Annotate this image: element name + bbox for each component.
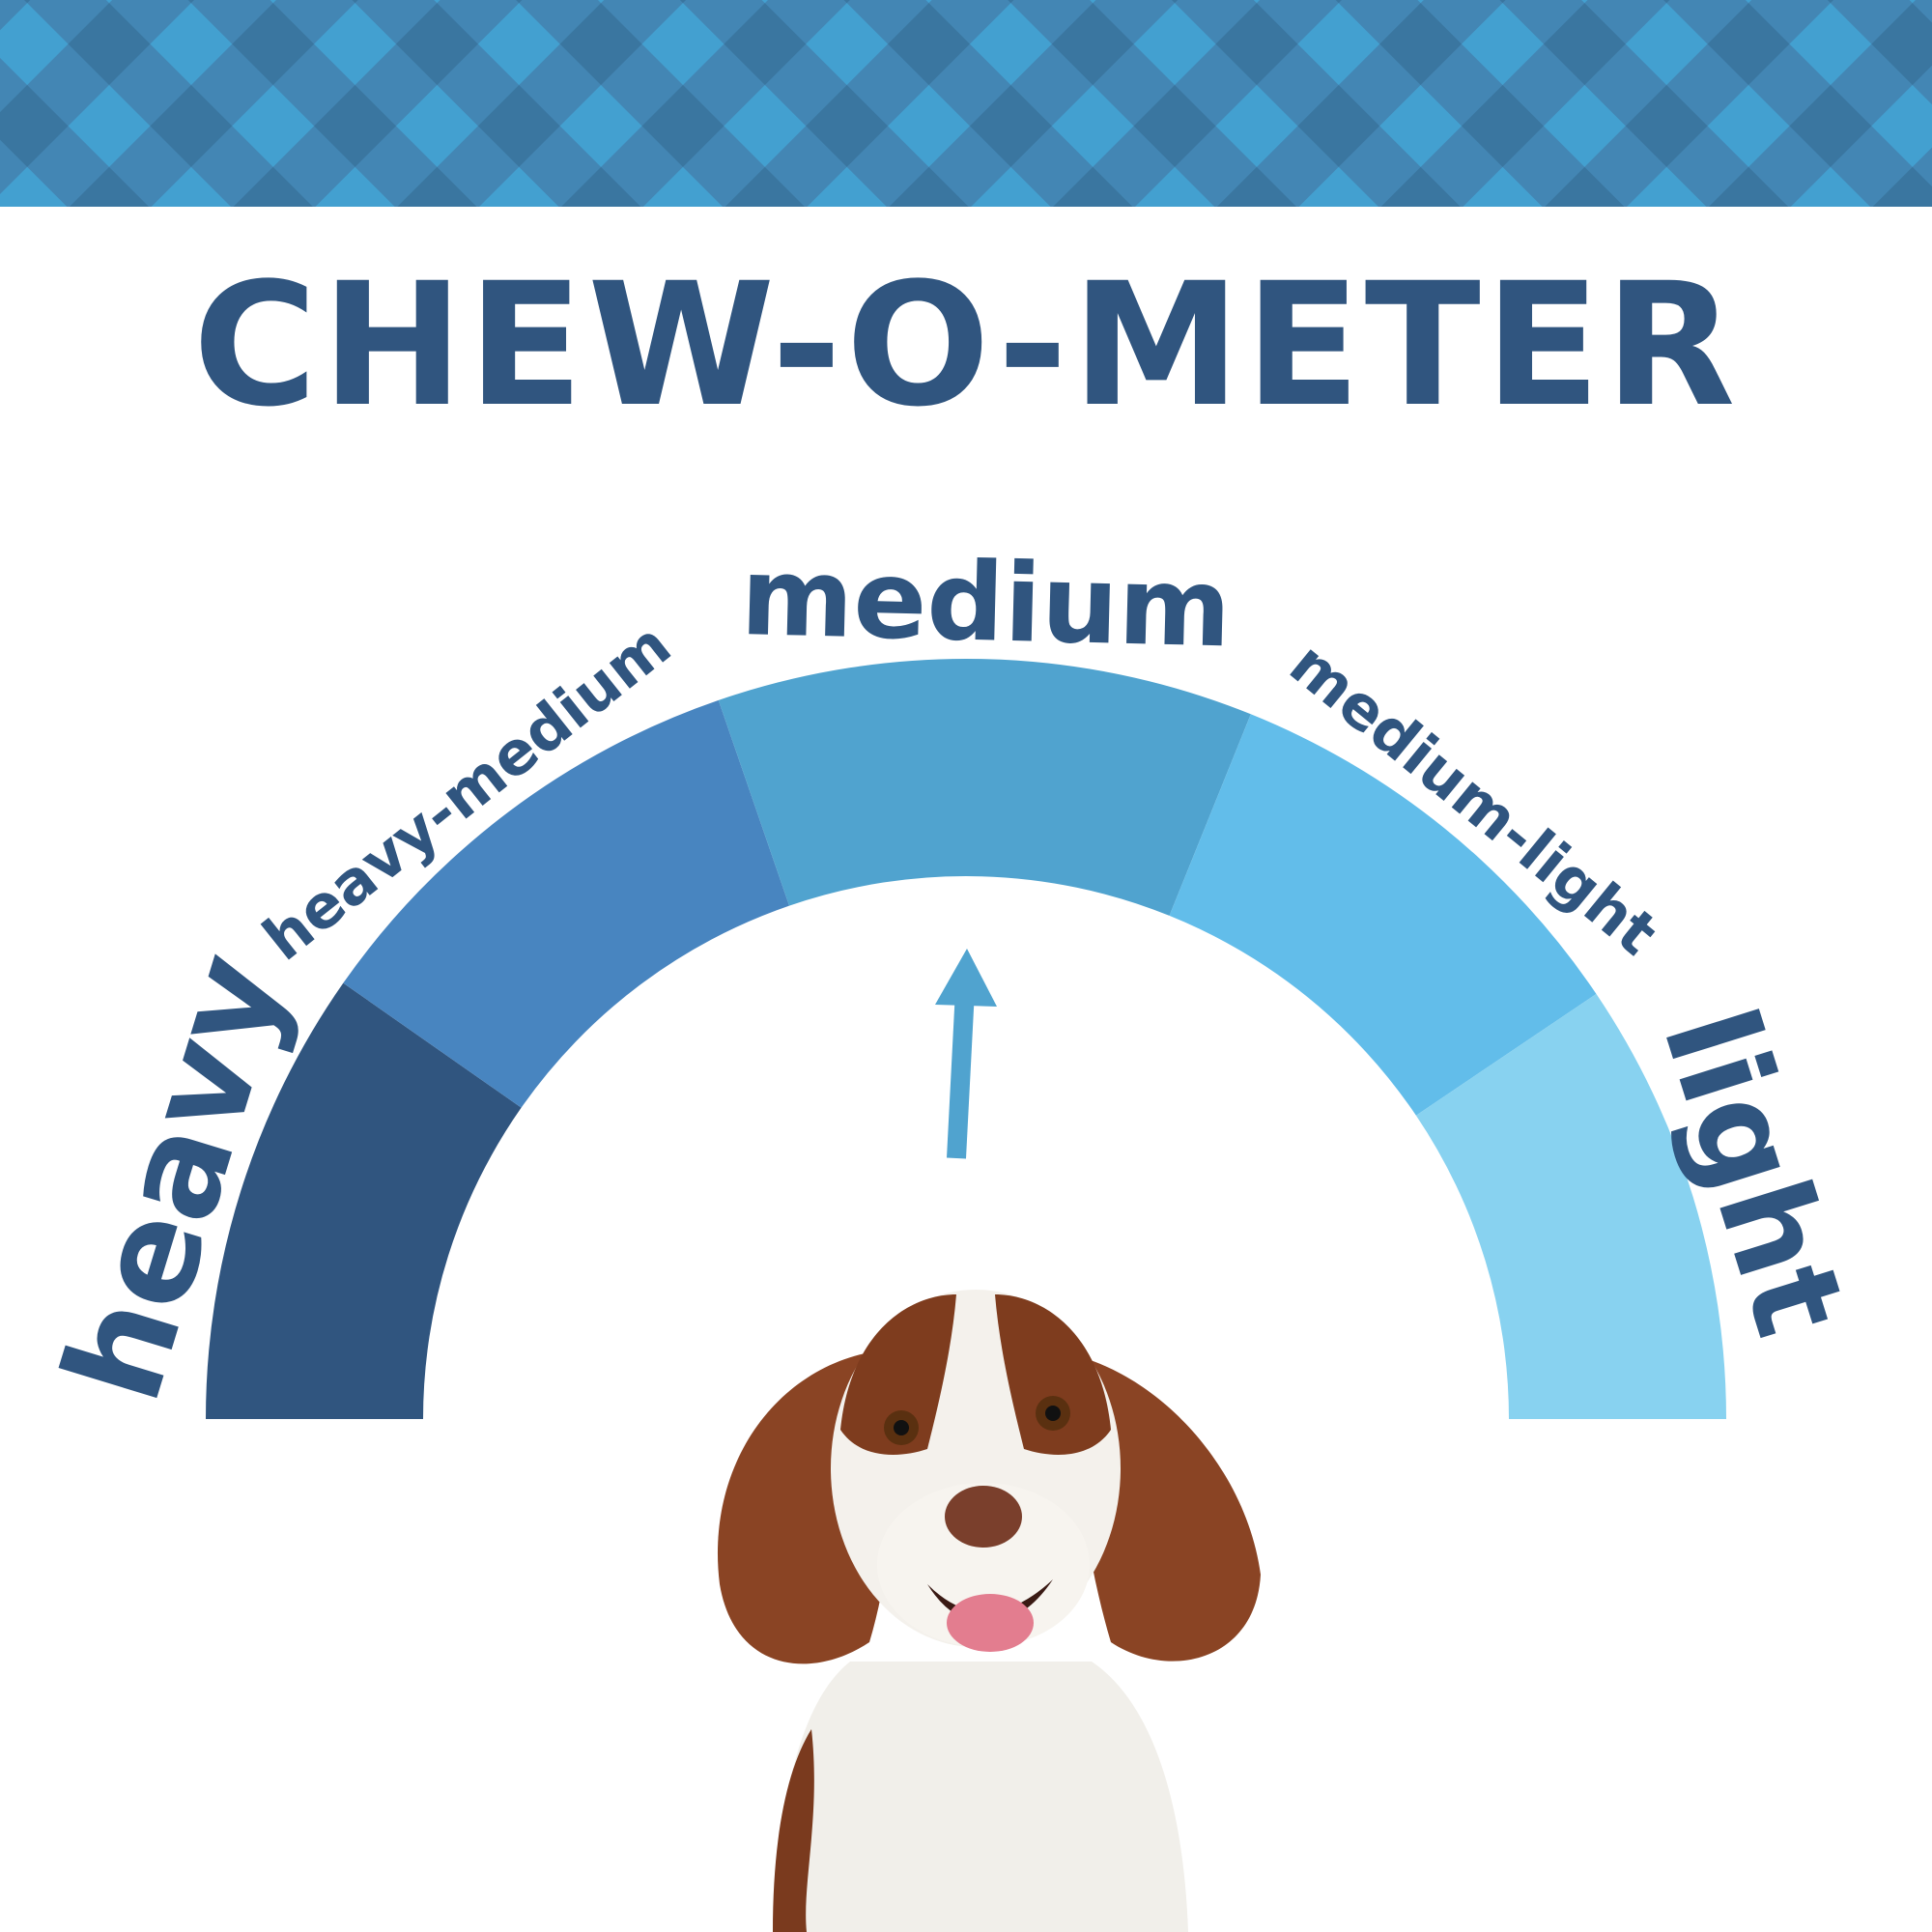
gauge-segment-light (1415, 993, 1726, 1419)
plaid-banner (0, 0, 1932, 207)
spaniel-puppy-image (717, 1290, 1261, 1932)
gauge-label-medium: medium (739, 534, 1233, 671)
gauge-segment-medium (718, 659, 1251, 916)
gauge-segment-heavy (206, 982, 522, 1419)
gauge-segment-heavy-medium (343, 699, 790, 1108)
indicator-arrow (935, 949, 997, 1159)
gauge-segment-medium-light (1169, 714, 1597, 1116)
page-title: CHEW-O-METER (192, 246, 1740, 444)
